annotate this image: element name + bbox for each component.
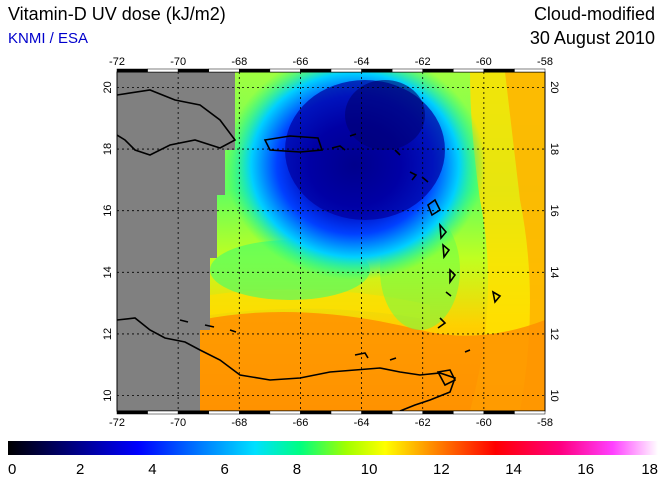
longitude-labels-bottom: -72 -70 -68 -66 -64 -62 -60 -58 bbox=[109, 417, 553, 429]
scale-segment bbox=[483, 410, 515, 415]
lon-tick-label: -66 bbox=[292, 56, 308, 68]
map-title: Vitamin-D UV dose (kJ/m2) bbox=[8, 4, 226, 24]
colorbar-tick-label: 2 bbox=[76, 461, 84, 478]
scale-segment bbox=[116, 410, 148, 415]
scale-segment bbox=[300, 410, 332, 415]
scale-segment bbox=[422, 410, 454, 415]
lat-tick-label: 20 bbox=[102, 81, 114, 93]
scale-segment bbox=[239, 410, 271, 415]
date-label: 30 August 2010 bbox=[529, 28, 655, 48]
lon-tick-label: -60 bbox=[476, 417, 492, 429]
lat-tick-label: 16 bbox=[548, 205, 560, 217]
scale-segment bbox=[361, 410, 393, 415]
colorbar-tick-label: 8 bbox=[293, 461, 301, 478]
colorbar-tick-label: 14 bbox=[505, 461, 522, 478]
uv-dose-field bbox=[117, 72, 545, 411]
scale-segment bbox=[116, 68, 148, 73]
scale-segment bbox=[269, 68, 301, 73]
latitude-labels-left: 10 12 14 16 18 20 bbox=[102, 81, 114, 401]
lat-tick-label: 20 bbox=[548, 81, 560, 93]
scale-segment bbox=[391, 68, 423, 73]
colorbar-tick-label: 12 bbox=[433, 461, 450, 478]
scale-segment bbox=[514, 410, 546, 415]
lon-tick-label: -58 bbox=[537, 56, 553, 68]
scale-segment bbox=[239, 68, 271, 73]
lon-tick-label: -66 bbox=[292, 417, 308, 429]
scale-segment bbox=[453, 68, 485, 73]
lat-tick-label: 10 bbox=[548, 389, 560, 401]
scale-segment bbox=[269, 410, 301, 415]
lat-tick-label: 18 bbox=[548, 143, 560, 155]
colorbar-tick-label: 18 bbox=[641, 461, 658, 478]
latitude-labels-right: 10 12 14 16 18 20 bbox=[548, 81, 560, 401]
lat-tick-label: 12 bbox=[548, 328, 560, 340]
scale-segment bbox=[147, 68, 179, 73]
colorbar-tick-label: 10 bbox=[361, 461, 378, 478]
lon-tick-label: -62 bbox=[415, 417, 431, 429]
scale-segment bbox=[177, 410, 209, 415]
scale-segment bbox=[330, 410, 362, 415]
scale-segment bbox=[208, 68, 240, 73]
lon-tick-label: -68 bbox=[231, 56, 247, 68]
longitude-labels-top: -72 -70 -68 -66 -64 -62 -60 -58 bbox=[109, 56, 553, 68]
lon-tick-label: -64 bbox=[354, 417, 370, 429]
lon-tick-label: -70 bbox=[170, 417, 186, 429]
lon-tick-label: -70 bbox=[170, 56, 186, 68]
scale-segment bbox=[361, 68, 393, 73]
lon-tick-label: -68 bbox=[231, 417, 247, 429]
lon-tick-label: -72 bbox=[109, 417, 125, 429]
scale-segment bbox=[330, 68, 362, 73]
lon-tick-label: -64 bbox=[354, 56, 370, 68]
scale-segment bbox=[422, 68, 454, 73]
lat-tick-label: 14 bbox=[548, 266, 560, 278]
lat-tick-label: 12 bbox=[102, 328, 114, 340]
lat-tick-label: 16 bbox=[102, 205, 114, 217]
colorbar-labels: 0 2 4 6 8 10 12 14 16 18 bbox=[8, 461, 658, 478]
lon-tick-label: -58 bbox=[537, 417, 553, 429]
scale-segment bbox=[391, 410, 423, 415]
lon-tick-label: -72 bbox=[109, 56, 125, 68]
lat-tick-label: 14 bbox=[102, 266, 114, 278]
scale-segment bbox=[208, 410, 240, 415]
frame-scale-bars bbox=[116, 68, 546, 415]
scale-segment bbox=[453, 410, 485, 415]
lon-tick-label: -62 bbox=[415, 56, 431, 68]
scale-segment bbox=[300, 68, 332, 73]
colorbar bbox=[8, 441, 658, 455]
colorbar-tick-label: 6 bbox=[220, 461, 228, 478]
lon-tick-label: -60 bbox=[476, 56, 492, 68]
colorbar-tick-label: 4 bbox=[148, 461, 156, 478]
graticule bbox=[117, 72, 545, 411]
colorbar-tick-label: 16 bbox=[577, 461, 594, 478]
colorbar-tick-label: 0 bbox=[8, 461, 16, 478]
coastlines bbox=[117, 89, 502, 411]
scale-segment bbox=[514, 68, 546, 73]
scale-segment bbox=[177, 68, 209, 73]
lat-tick-label: 18 bbox=[102, 143, 114, 155]
product-label: Cloud-modified bbox=[533, 4, 655, 24]
scale-segment bbox=[147, 410, 179, 415]
lat-tick-label: 10 bbox=[102, 389, 114, 401]
scale-segment bbox=[483, 68, 515, 73]
source-credit: KNMI / ESA bbox=[8, 30, 89, 47]
